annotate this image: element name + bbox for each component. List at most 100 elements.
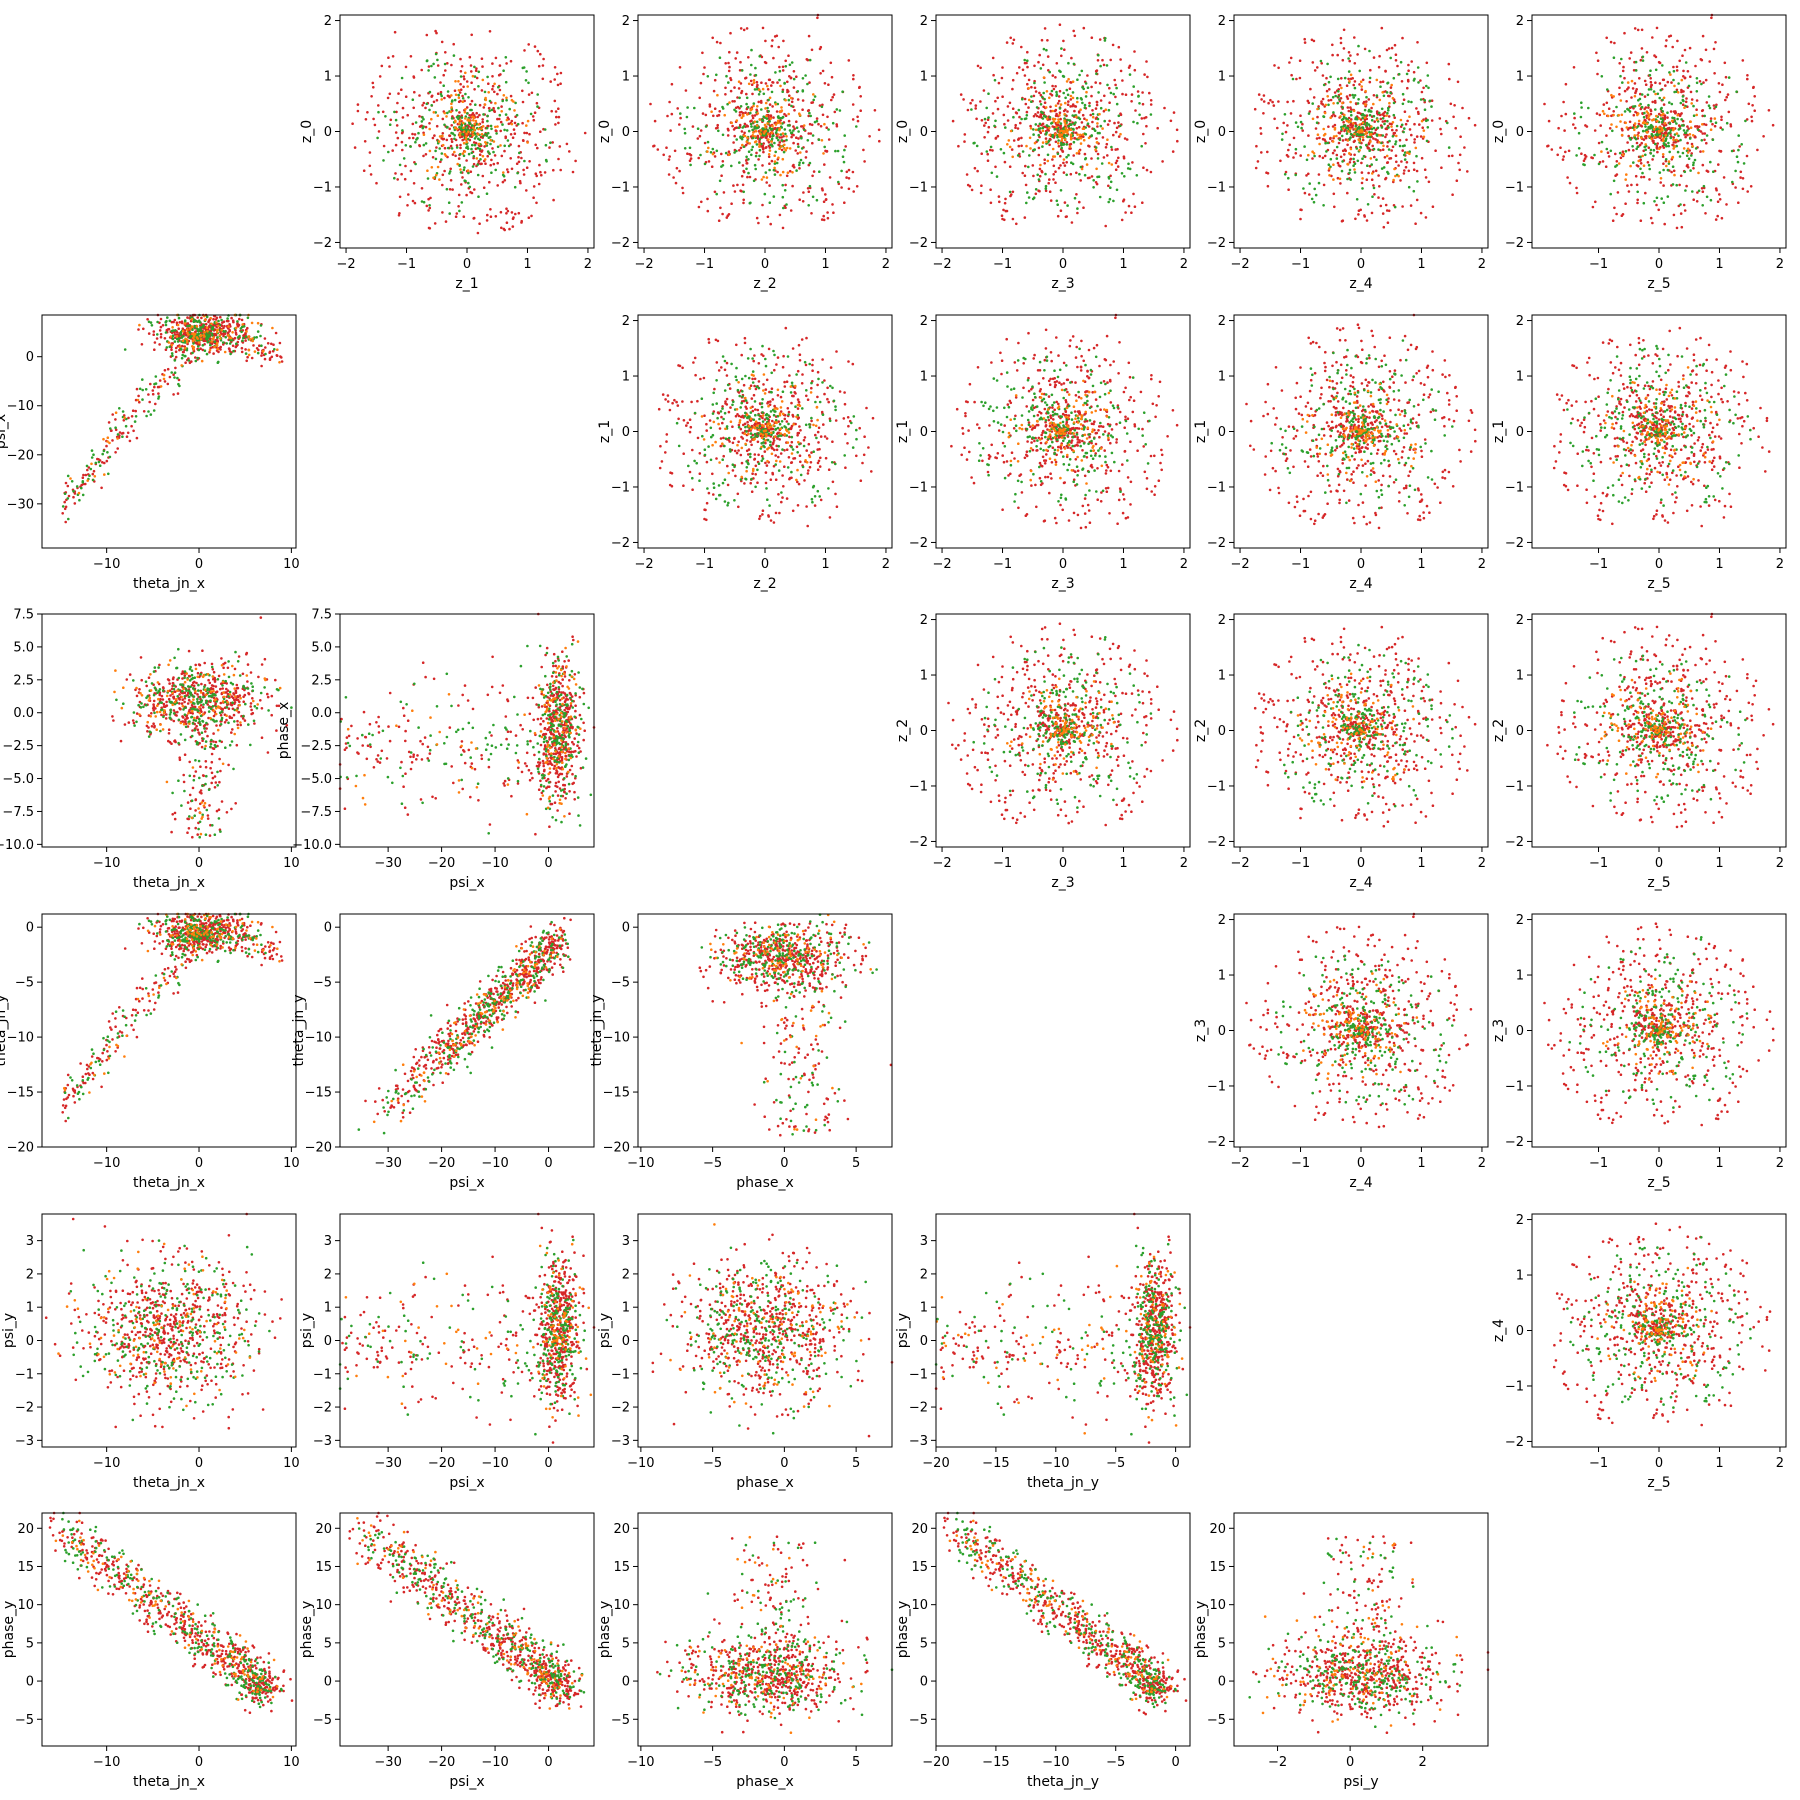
scatter-point bbox=[549, 80, 552, 83]
scatter-point bbox=[374, 124, 377, 127]
scatter-point bbox=[801, 108, 804, 111]
scatter-point bbox=[724, 93, 727, 96]
scatter-point bbox=[678, 170, 681, 173]
scatter-point bbox=[471, 152, 474, 155]
scatter-point bbox=[511, 211, 514, 214]
scatter-point bbox=[852, 190, 855, 193]
scatter-point bbox=[810, 212, 813, 215]
scatter-point bbox=[430, 95, 433, 98]
scatter-point bbox=[456, 116, 459, 119]
scatter-point bbox=[463, 142, 466, 145]
scatter-point bbox=[852, 74, 855, 77]
scatter-point bbox=[369, 151, 372, 154]
scatter-point bbox=[840, 170, 843, 173]
scatter-point bbox=[457, 94, 460, 97]
scatter-point bbox=[791, 171, 794, 174]
scatter-point bbox=[729, 32, 732, 35]
x-tick-label: 1 bbox=[821, 257, 829, 272]
scatter-point bbox=[435, 174, 438, 177]
scatter-point bbox=[530, 215, 533, 218]
scatter-point bbox=[781, 149, 784, 152]
scatter-point bbox=[709, 103, 712, 106]
scatter-point bbox=[802, 90, 805, 93]
scatter-point bbox=[421, 187, 424, 190]
scatter-point bbox=[407, 193, 410, 196]
scatter-point bbox=[488, 153, 491, 156]
scatter-point bbox=[556, 73, 559, 76]
scatter-point bbox=[685, 89, 688, 92]
scatter-point bbox=[444, 153, 447, 156]
scatter-point bbox=[777, 133, 780, 136]
scatter-point bbox=[779, 127, 782, 130]
scatter-point bbox=[742, 164, 745, 167]
scatter-point bbox=[413, 91, 416, 94]
scatter-point bbox=[505, 81, 508, 84]
scatter-point bbox=[448, 201, 451, 204]
scatter-point bbox=[745, 156, 748, 159]
scatter-point bbox=[442, 132, 445, 135]
scatter-point bbox=[679, 112, 682, 115]
scatter-point bbox=[749, 73, 752, 76]
scatter-point bbox=[395, 119, 398, 122]
scatter-point bbox=[550, 110, 553, 113]
scatter-point bbox=[372, 118, 375, 121]
scatter-point bbox=[511, 123, 514, 126]
scatter-point bbox=[731, 125, 734, 128]
scatter-point bbox=[747, 56, 750, 59]
scatter-point bbox=[848, 59, 851, 62]
scatter-point bbox=[1056, 62, 1059, 65]
scatter-point bbox=[538, 164, 541, 167]
scatter-point bbox=[437, 64, 440, 67]
x-axis-label: z_2 bbox=[753, 276, 776, 292]
scatter-point bbox=[762, 27, 765, 30]
scatter-point bbox=[749, 176, 752, 179]
scatter-point bbox=[501, 123, 504, 126]
scatter-point bbox=[775, 131, 778, 134]
scatter-point bbox=[404, 178, 407, 181]
scatter-point bbox=[654, 120, 657, 123]
scatter-point bbox=[410, 170, 413, 173]
scatter-point bbox=[448, 134, 451, 137]
scatter-point bbox=[442, 174, 445, 177]
scatter-point bbox=[781, 139, 784, 142]
scatter-point bbox=[810, 132, 813, 135]
scatter-point bbox=[493, 110, 496, 113]
scatter-point bbox=[458, 97, 461, 100]
scatter-point bbox=[516, 162, 519, 165]
scatter-point bbox=[814, 95, 817, 98]
scatter-point bbox=[771, 131, 774, 134]
scatter-point bbox=[807, 110, 810, 113]
scatter-point bbox=[762, 146, 765, 149]
scatter-point bbox=[840, 186, 843, 189]
scatter-point bbox=[994, 100, 997, 103]
scatter-point bbox=[852, 103, 855, 106]
scatter-point bbox=[476, 116, 479, 119]
scatter-point bbox=[766, 117, 769, 120]
scatter-point bbox=[521, 122, 524, 125]
scatter-point bbox=[784, 189, 787, 192]
scatter-point bbox=[762, 151, 765, 154]
scatter-point bbox=[401, 132, 404, 135]
scatter-point bbox=[494, 126, 497, 129]
scatter-point bbox=[429, 227, 432, 230]
scatter-point bbox=[771, 125, 774, 128]
scatter-point bbox=[447, 90, 450, 93]
y-tick-label: 2 bbox=[622, 14, 630, 29]
scatter-point bbox=[450, 106, 453, 109]
scatter-point bbox=[444, 63, 447, 66]
scatter-point bbox=[801, 147, 804, 150]
scatter-point bbox=[396, 102, 399, 105]
scatter-point bbox=[441, 152, 444, 155]
scatter-point bbox=[767, 99, 770, 102]
scatter-point bbox=[769, 97, 772, 100]
scatter-point bbox=[458, 89, 461, 92]
scatter-point bbox=[463, 155, 466, 158]
scatter-point bbox=[423, 133, 426, 136]
scatter-point bbox=[512, 218, 515, 221]
scatter-point bbox=[779, 214, 782, 217]
scatter-point bbox=[807, 59, 810, 62]
scatter-point bbox=[790, 209, 793, 212]
scatter-point bbox=[469, 56, 472, 59]
scatter-point bbox=[758, 145, 761, 148]
scatter-point bbox=[727, 129, 730, 132]
